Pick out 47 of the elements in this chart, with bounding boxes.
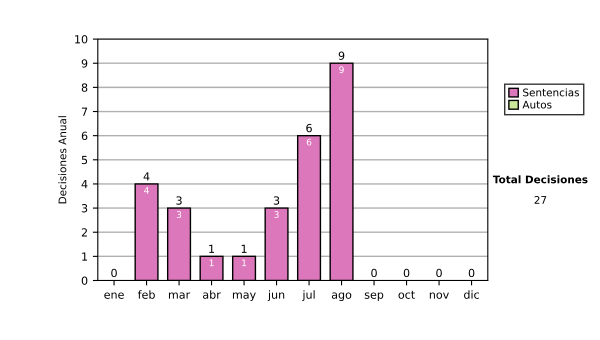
x-tick-label: ago (332, 292, 352, 301)
y-tick-label: 10 (75, 35, 88, 44)
y-axis-title: Decisiones Anual (58, 116, 66, 204)
y-tick-label: 2 (82, 228, 87, 236)
total-label: 3 (176, 196, 182, 205)
y-tick-label: 1 (82, 252, 88, 261)
total-label: 6 (306, 124, 312, 132)
y-tick-label: 7 (82, 108, 88, 116)
y-tick-label: 6 (82, 132, 88, 140)
total-label: 4 (144, 172, 150, 180)
x-tick-label: jul (302, 290, 315, 301)
total-label: 9 (338, 51, 344, 60)
y-tick-label: 0 (82, 276, 88, 285)
total-label: 1 (242, 244, 247, 253)
legend-label: Autos (522, 100, 552, 109)
data-label: 6 (306, 138, 312, 146)
x-tick-label: mar (168, 292, 190, 299)
total-label: 0 (468, 268, 474, 278)
y-tick-label: 3 (82, 204, 88, 212)
x-tick-label: feb (138, 290, 155, 299)
x-tick-label: sep (364, 292, 384, 301)
total-label: 0 (111, 268, 117, 278)
total-label: 0 (371, 268, 377, 278)
data-label: 1 (210, 260, 214, 266)
total-label: 0 (436, 268, 442, 278)
total-label: 1 (209, 244, 214, 253)
data-label: 1 (242, 260, 246, 266)
text: Total Decisiones (492, 175, 588, 184)
x-tick-label: dic (464, 290, 479, 299)
y-tick-label: 9 (82, 59, 88, 68)
x-tick-label: oct (398, 290, 415, 299)
x-tick-label: ene (104, 292, 124, 299)
legend-label: Sentencias (523, 88, 580, 96)
y-tick-label: 5 (82, 156, 88, 164)
y-tick-label: 8 (82, 83, 88, 92)
x-tick-label: jun (268, 290, 284, 301)
x-tick-label: abr (203, 290, 221, 299)
total-label: 3 (274, 196, 280, 205)
text: 27 (534, 196, 546, 204)
data-label: 3 (176, 211, 182, 218)
total-label: 0 (404, 268, 410, 278)
x-tick-label: nov (430, 292, 449, 299)
data-label: 9 (339, 66, 344, 74)
x-tick-label: may (232, 292, 256, 301)
data-label: 3 (274, 211, 279, 218)
y-tick-label: 4 (82, 180, 88, 188)
data-label: 4 (144, 187, 149, 194)
